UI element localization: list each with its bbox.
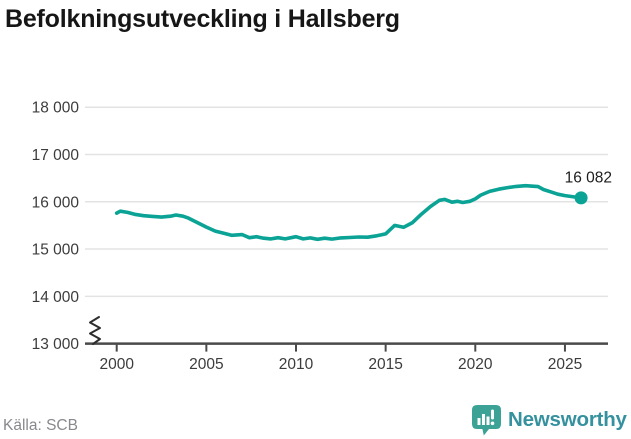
population-series-line	[114, 183, 583, 242]
y-axis-tick-label: 17 000	[32, 147, 80, 164]
x-axis-tick-label: 2010	[279, 356, 314, 373]
last-value-marker	[574, 191, 588, 205]
last-value-label: 16 082	[565, 169, 612, 186]
y-axis-tick-label: 14 000	[32, 289, 80, 306]
y-axis-tick-label: 15 000	[32, 242, 80, 259]
axis-break-icon	[89, 316, 101, 345]
x-axis-tick-label: 2020	[458, 356, 493, 373]
source-label: Källa: SCB	[3, 417, 78, 434]
newsworthy-bubble-chart-icon	[472, 404, 501, 436]
y-axis-tick-label: 13 000	[32, 336, 80, 353]
newsworthy-wordmark: Newsworthy	[508, 408, 627, 431]
x-axis-tick-label: 2005	[189, 356, 223, 373]
x-axis-tick-label: 2000	[99, 356, 134, 373]
x-axis-tick-label: 2025	[548, 356, 582, 373]
y-axis-tick-label: 16 000	[32, 194, 80, 211]
newsworthy-logo[interactable]: Newsworthy	[472, 403, 627, 437]
x-axis-tick-label: 2015	[368, 356, 402, 373]
y-axis-tick-label: 18 000	[32, 100, 80, 117]
page-title: Befolkningsutveckling i Hallsberg	[5, 5, 400, 33]
